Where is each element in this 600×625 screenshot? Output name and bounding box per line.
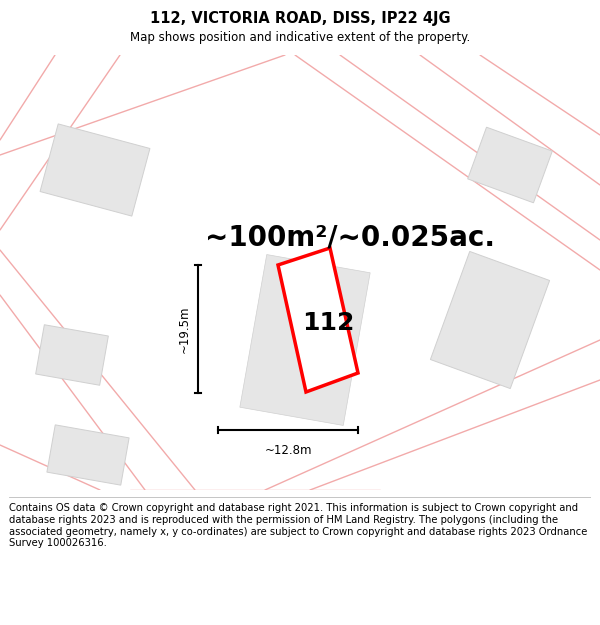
Text: ~100m²/~0.025ac.: ~100m²/~0.025ac.: [205, 223, 495, 251]
Polygon shape: [240, 254, 370, 426]
Polygon shape: [35, 325, 109, 385]
Text: 112, VICTORIA ROAD, DISS, IP22 4JG: 112, VICTORIA ROAD, DISS, IP22 4JG: [149, 11, 451, 26]
Polygon shape: [40, 124, 150, 216]
Text: ~19.5m: ~19.5m: [178, 305, 191, 352]
Text: Map shows position and indicative extent of the property.: Map shows position and indicative extent…: [130, 31, 470, 44]
Polygon shape: [430, 251, 550, 389]
Polygon shape: [278, 248, 358, 392]
Text: ~12.8m: ~12.8m: [264, 444, 312, 457]
Text: 112: 112: [302, 311, 354, 335]
Polygon shape: [47, 425, 129, 485]
Polygon shape: [468, 127, 552, 202]
Text: Contains OS data © Crown copyright and database right 2021. This information is : Contains OS data © Crown copyright and d…: [9, 503, 587, 548]
